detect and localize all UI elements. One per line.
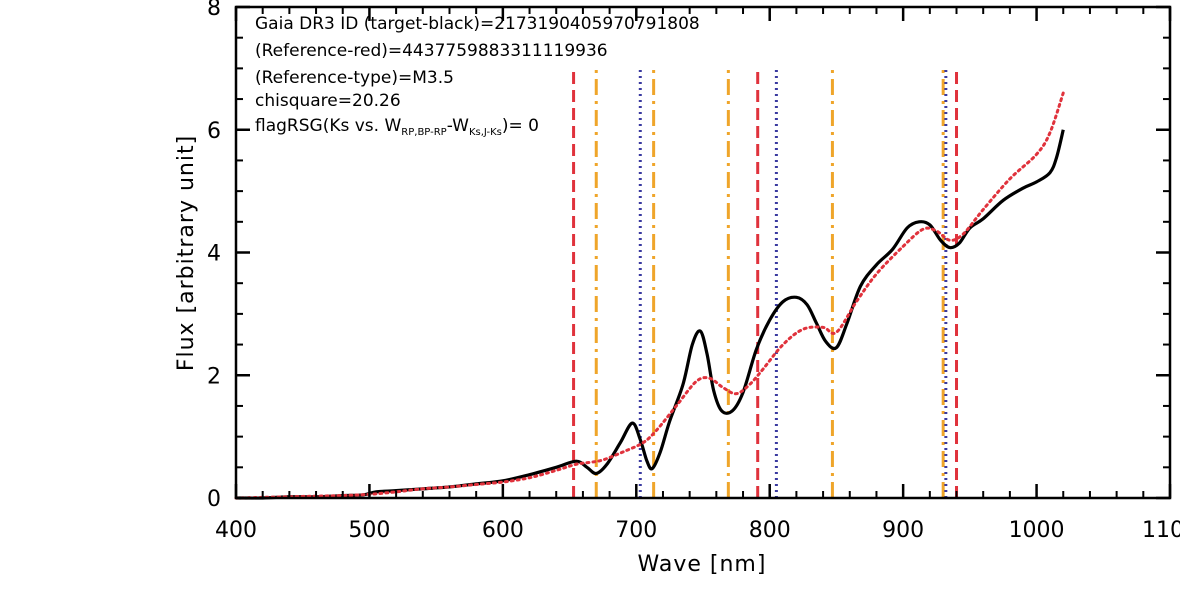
flag-mid: -W — [447, 116, 469, 136]
x-tick-label: 400 — [215, 518, 257, 543]
x-tick-label: 800 — [749, 518, 791, 543]
flag-prefix: flagRSG(Ks vs. W — [255, 116, 401, 136]
annotation-chisquare: chisquare=20.26 — [255, 91, 401, 111]
series-layer — [234, 91, 1065, 500]
annotations: Gaia DR3 ID (target-black)=2173190405970… — [255, 14, 700, 138]
spectral-line-markers — [572, 68, 959, 498]
flag-sub-ks: Ks,J-Ks — [469, 127, 502, 138]
reference-spectrum-line — [234, 91, 1065, 500]
y-tick-label: 0 — [207, 487, 221, 512]
x-tick-label: 700 — [615, 518, 657, 543]
annotation-reference-type: (Reference-type)=M3.5 — [255, 68, 454, 88]
x-axis-title: Wave [nm] — [638, 552, 767, 577]
target-spectrum-line — [235, 129, 1065, 500]
annotation-reference-red: (Reference-red)=4437759883311119936 — [255, 41, 608, 61]
x-tick-label: 600 — [482, 518, 524, 543]
annotation-flag-rsg: flagRSG(Ks vs. WRP,BP-RP-WKs,J-Ks)= 0 — [255, 116, 539, 138]
x-tick-label: 500 — [348, 518, 390, 543]
x-tick-label: 1000 — [1009, 518, 1065, 543]
y-tick-label: 8 — [207, 0, 221, 21]
flag-sub-rp: RP,BP-RP — [401, 127, 446, 138]
y-tick-label: 2 — [207, 364, 221, 389]
y-tick-label: 4 — [207, 242, 221, 267]
x-tick-label: 900 — [882, 518, 924, 543]
annotation-gaia-id: Gaia DR3 ID (target-black)=2173190405970… — [255, 14, 700, 34]
y-tick-label: 6 — [207, 119, 221, 144]
y-axis-title: Flux [arbitrary unit] — [174, 135, 199, 371]
flag-suffix: )= 0 — [502, 116, 539, 136]
